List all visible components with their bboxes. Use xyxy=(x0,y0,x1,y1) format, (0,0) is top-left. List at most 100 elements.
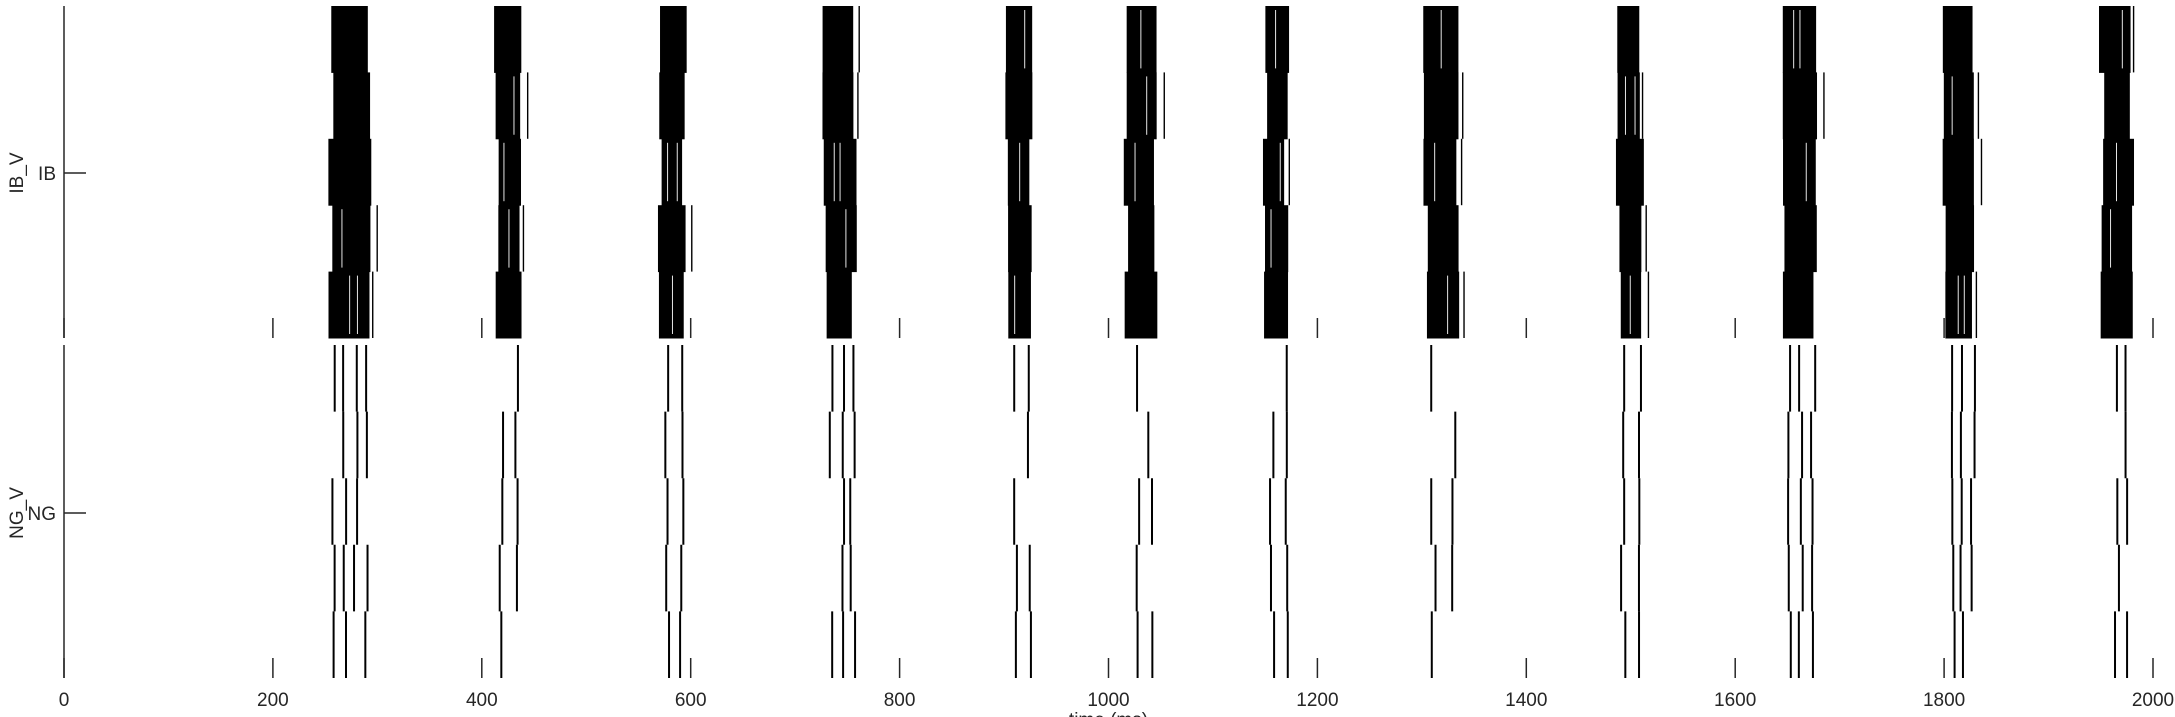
burst xyxy=(1123,6,1165,339)
spike-block xyxy=(1423,138,1457,206)
x-tick-label: 200 xyxy=(257,690,289,711)
spike-block xyxy=(1124,271,1158,339)
spike-block xyxy=(1265,6,1290,73)
spike-block xyxy=(659,72,685,140)
spike-block xyxy=(2101,205,2133,273)
spike-block xyxy=(1265,205,1289,273)
spike-block xyxy=(1620,271,1642,339)
spike-block xyxy=(1264,271,1289,339)
x-tick-label: 1000 xyxy=(1087,690,1129,711)
burst xyxy=(1423,6,1465,339)
spike-block xyxy=(1945,271,1972,339)
y-tick-label: NG xyxy=(28,504,57,525)
spike-block xyxy=(1942,6,1973,73)
spike-block xyxy=(498,138,522,206)
burst xyxy=(1950,345,1976,678)
spike-block xyxy=(1126,6,1157,73)
spike-block xyxy=(660,6,687,73)
spike-block xyxy=(657,205,686,273)
x-tick-label: 600 xyxy=(675,690,707,711)
burst xyxy=(657,6,693,339)
spike-block xyxy=(328,138,372,206)
spike-block xyxy=(822,6,854,73)
burst xyxy=(664,345,685,678)
spike-block xyxy=(1945,205,1975,273)
burst xyxy=(494,6,529,339)
burst xyxy=(828,345,857,678)
spike-block xyxy=(1617,72,1640,140)
burst xyxy=(1782,6,1825,339)
spike-block xyxy=(332,205,371,273)
spike-block xyxy=(1423,72,1459,140)
spike-block xyxy=(1783,138,1816,206)
spike-block xyxy=(333,72,371,140)
burst xyxy=(1787,345,1817,678)
x-tick-label: 400 xyxy=(466,690,498,711)
spike-block xyxy=(1267,72,1288,140)
spike-block xyxy=(1942,138,1974,206)
burst xyxy=(2114,345,2129,678)
spike-block xyxy=(1782,271,1814,339)
spike-block xyxy=(1126,72,1157,140)
burst xyxy=(1620,345,1642,678)
burst xyxy=(1005,6,1033,339)
spike-block xyxy=(826,271,852,339)
spike-block xyxy=(2099,6,2131,73)
spike-block xyxy=(661,138,683,206)
spike-block xyxy=(1008,205,1032,273)
y-axis-title: IB_V xyxy=(7,152,28,194)
spike-block xyxy=(495,271,522,339)
x-tick-label: 1800 xyxy=(1923,690,1965,711)
x-tick-label: 1600 xyxy=(1714,690,1756,711)
burst xyxy=(1135,345,1154,678)
y-axis-title: NG_V xyxy=(7,487,28,539)
x-tick-label: 800 xyxy=(884,690,916,711)
spike-block xyxy=(494,6,522,73)
spike-block xyxy=(1007,138,1030,206)
x-tick-label: 2000 xyxy=(2132,690,2174,711)
burst xyxy=(1262,6,1291,339)
spike-block xyxy=(1782,72,1818,140)
burst xyxy=(1942,6,1983,339)
burst xyxy=(1615,6,1650,339)
x-axis-title: time (ms) xyxy=(1069,710,1148,717)
burst xyxy=(1269,345,1289,678)
spike-block xyxy=(1005,6,1033,73)
spike-block xyxy=(1615,138,1644,206)
spike-block xyxy=(2100,271,2133,339)
spike-block xyxy=(1262,138,1285,206)
spike-block xyxy=(1782,6,1817,73)
x-tick-label: 1400 xyxy=(1505,690,1547,711)
spike-block xyxy=(1619,205,1642,273)
x-tick-label: 0 xyxy=(59,690,70,711)
spike-block xyxy=(331,6,368,73)
spike-block xyxy=(328,271,370,339)
x-tick-label: 1200 xyxy=(1296,690,1338,711)
burst xyxy=(2099,6,2135,339)
spikes-layer xyxy=(328,6,2135,678)
spike-block xyxy=(1784,205,1817,273)
spike-block xyxy=(1617,6,1640,73)
spike-block xyxy=(2103,138,2135,206)
spike-block xyxy=(1005,72,1033,140)
burst xyxy=(331,345,369,678)
spike-block xyxy=(1943,72,1974,140)
spike-block xyxy=(658,271,684,339)
spike-block xyxy=(1123,138,1154,206)
spike-block xyxy=(1426,271,1460,339)
burst xyxy=(1430,345,1457,678)
burst xyxy=(822,6,860,339)
spike-block xyxy=(822,72,854,140)
spike-block xyxy=(1008,271,1031,339)
spike-block xyxy=(495,72,521,140)
spike-block xyxy=(825,205,857,273)
burst xyxy=(498,345,519,678)
burst xyxy=(328,6,378,339)
spike-block xyxy=(1128,205,1155,273)
axes-layer xyxy=(63,6,2154,678)
spike-block xyxy=(1427,205,1459,273)
burst xyxy=(1013,345,1032,678)
y-tick-label: IB xyxy=(38,164,56,185)
